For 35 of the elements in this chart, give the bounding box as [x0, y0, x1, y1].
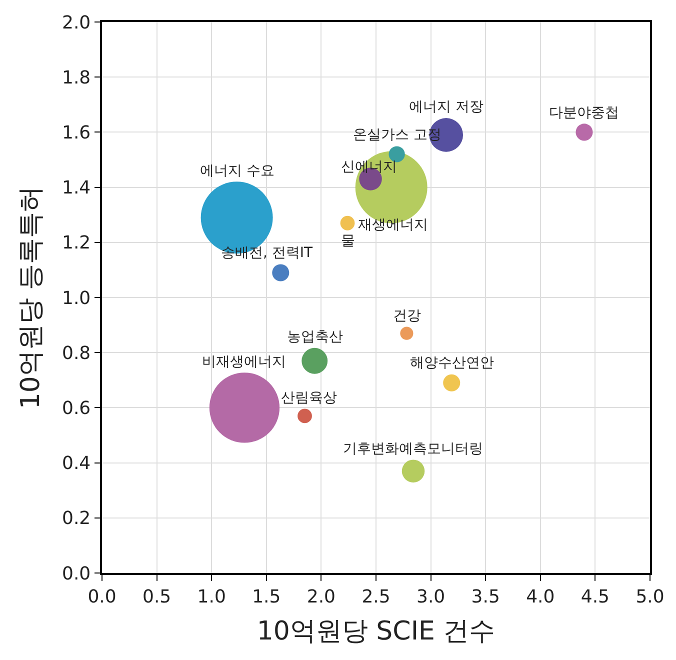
- y-tick-label: 1.8: [62, 67, 91, 88]
- series-label: 비재생에너지: [202, 354, 286, 370]
- y-tick-label: 2.0: [62, 12, 91, 34]
- x-tick-label: 0.5: [142, 586, 172, 608]
- x-tick-label: 2.5: [362, 586, 390, 608]
- x-tick-label: 1.0: [197, 586, 226, 608]
- y-tick-label: 1.0: [62, 288, 91, 309]
- x-tick-label: 3.5: [471, 586, 500, 608]
- y-tick-label: 1.2: [62, 232, 91, 254]
- x-tick-label: 1.5: [252, 586, 281, 608]
- y-tick-label: 0.8: [62, 342, 91, 364]
- series-label: 에너지 저장: [409, 99, 484, 115]
- series-label: 해양수산연안: [410, 355, 494, 371]
- x-tick-label: 2.0: [306, 586, 336, 608]
- series-label: 기후변화예측모니터링: [343, 441, 483, 457]
- x-axis-title: 10억원당 SCIE 건수: [256, 616, 496, 647]
- y-tick-label: 0.0: [62, 563, 91, 584]
- series-label: 재생에너지: [358, 217, 428, 233]
- x-tick-label: 3.0: [416, 586, 446, 608]
- series-label: 산림육상: [281, 390, 337, 406]
- y-tick-label: 0.2: [62, 508, 91, 530]
- y-tick-label: 0.4: [62, 453, 91, 474]
- x-tick-label: 4.0: [526, 586, 555, 608]
- y-axis-title: 10억원당 등록특허: [16, 186, 46, 410]
- y-tick-label: 1.4: [62, 178, 91, 199]
- series-label: 물: [341, 233, 355, 249]
- series-label: 건강: [393, 308, 421, 324]
- series-label: 다분야중첩: [549, 105, 619, 121]
- y-tick-label: 0.6: [62, 398, 91, 419]
- series-label: 에너지 수요: [200, 163, 274, 179]
- y-tick-label: 1.6: [62, 122, 91, 144]
- x-tick-label: 0.0: [88, 586, 116, 608]
- x-tick-label: 4.5: [580, 586, 610, 608]
- x-tick-label: 5.0: [636, 586, 664, 608]
- series-label: 농업축산: [287, 329, 343, 345]
